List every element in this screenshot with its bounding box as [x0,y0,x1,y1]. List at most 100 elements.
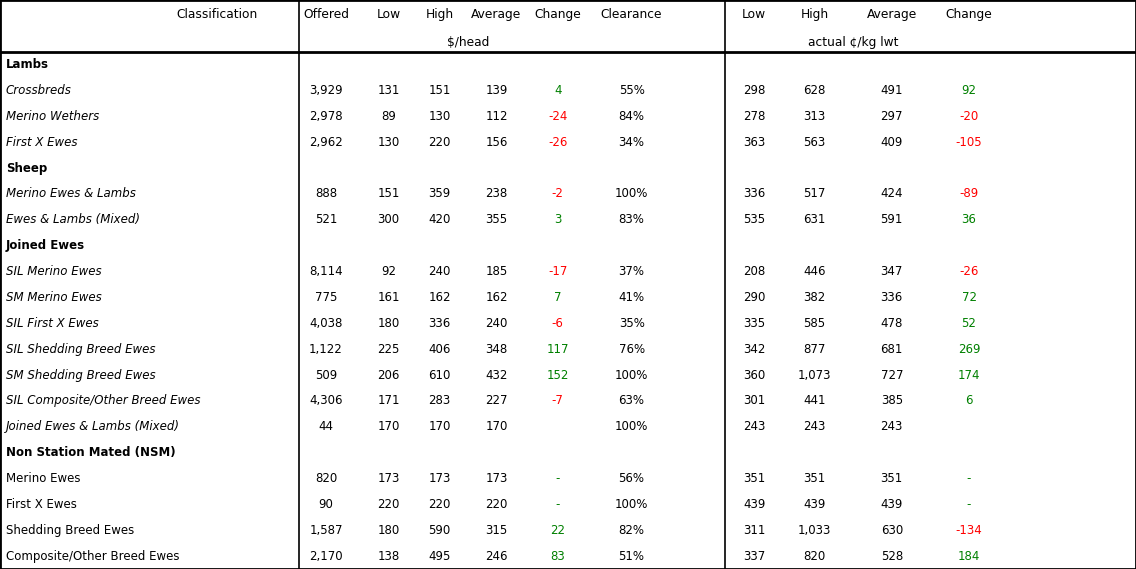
Text: 55%: 55% [619,84,644,97]
Text: 2,978: 2,978 [309,110,343,123]
Text: Classification: Classification [176,8,258,21]
Text: SIL First X Ewes: SIL First X Ewes [6,317,99,330]
Text: Non Station Mated (NSM): Non Station Mated (NSM) [6,446,175,459]
Text: 89: 89 [381,110,396,123]
Text: 439: 439 [743,498,766,511]
Text: 336: 336 [743,187,766,200]
Text: 52: 52 [961,317,977,330]
Text: 173: 173 [377,472,400,485]
Text: 220: 220 [428,136,451,149]
Text: 628: 628 [803,84,826,97]
Text: 631: 631 [803,213,826,226]
Text: 535: 535 [743,213,766,226]
Text: actual ¢/kg lwt: actual ¢/kg lwt [808,36,899,49]
Text: -7: -7 [552,394,563,407]
Text: 76%: 76% [619,343,644,356]
Text: 382: 382 [803,291,826,304]
Text: 184: 184 [958,550,980,563]
Text: 151: 151 [428,84,451,97]
Text: 100%: 100% [615,187,649,200]
Text: 174: 174 [958,369,980,382]
Text: Merino Wethers: Merino Wethers [6,110,99,123]
Text: 355: 355 [485,213,508,226]
Text: 206: 206 [377,369,400,382]
Text: 41%: 41% [619,291,644,304]
Text: Joined Ewes & Lambs (Mixed): Joined Ewes & Lambs (Mixed) [6,420,179,433]
Text: SIL Shedding Breed Ewes: SIL Shedding Breed Ewes [6,343,156,356]
Text: 180: 180 [377,523,400,537]
Text: Merino Ewes & Lambs: Merino Ewes & Lambs [6,187,135,200]
Text: 220: 220 [428,498,451,511]
Text: 360: 360 [743,369,766,382]
Text: 336: 336 [880,291,903,304]
Text: 100%: 100% [615,420,649,433]
Text: 446: 446 [803,265,826,278]
Text: 173: 173 [428,472,451,485]
Text: 131: 131 [377,84,400,97]
Text: 337: 337 [743,550,766,563]
Text: 92: 92 [381,265,396,278]
Text: 162: 162 [485,291,508,304]
Text: 173: 173 [485,472,508,485]
Text: 439: 439 [803,498,826,511]
Text: 34%: 34% [619,136,644,149]
Text: First X Ewes: First X Ewes [6,498,76,511]
Text: 139: 139 [485,84,508,97]
Text: 315: 315 [485,523,508,537]
Text: 775: 775 [315,291,337,304]
Text: 83%: 83% [619,213,644,226]
Text: 51%: 51% [619,550,644,563]
Text: 820: 820 [315,472,337,485]
Text: Sheep: Sheep [6,162,47,175]
Text: 297: 297 [880,110,903,123]
Text: SM Merino Ewes: SM Merino Ewes [6,291,101,304]
Text: 227: 227 [485,394,508,407]
Text: 409: 409 [880,136,903,149]
Text: 162: 162 [428,291,451,304]
Text: 424: 424 [880,187,903,200]
Text: 335: 335 [743,317,766,330]
Text: 4: 4 [554,84,561,97]
Text: 36: 36 [961,213,977,226]
Text: 4,306: 4,306 [309,394,343,407]
Text: 22: 22 [550,523,566,537]
Text: 37%: 37% [619,265,644,278]
Text: Joined Ewes: Joined Ewes [6,239,85,252]
Text: 100%: 100% [615,498,649,511]
Text: 1,587: 1,587 [309,523,343,537]
Text: 84%: 84% [619,110,644,123]
Text: -: - [556,498,560,511]
Text: 336: 336 [428,317,451,330]
Text: 8,114: 8,114 [309,265,343,278]
Text: 298: 298 [743,84,766,97]
Text: 406: 406 [428,343,451,356]
Text: 35%: 35% [619,317,644,330]
Text: SM Shedding Breed Ewes: SM Shedding Breed Ewes [6,369,156,382]
Text: 130: 130 [377,136,400,149]
Text: Clearance: Clearance [601,8,662,21]
Text: 591: 591 [880,213,903,226]
Text: 290: 290 [743,291,766,304]
Text: 151: 151 [377,187,400,200]
Text: 385: 385 [880,394,903,407]
Text: 220: 220 [485,498,508,511]
Text: -17: -17 [548,265,568,278]
Text: 82%: 82% [619,523,644,537]
Text: 351: 351 [743,472,766,485]
Text: 820: 820 [803,550,826,563]
Text: Average: Average [471,8,521,21]
Text: Crossbreds: Crossbreds [6,84,72,97]
Text: 100%: 100% [615,369,649,382]
Text: 590: 590 [428,523,451,537]
Text: 152: 152 [546,369,569,382]
Text: 238: 238 [485,187,508,200]
Text: 1,033: 1,033 [797,523,832,537]
Text: 351: 351 [880,472,903,485]
Text: 240: 240 [485,317,508,330]
Text: 83: 83 [551,550,565,563]
Text: -: - [556,472,560,485]
Text: 509: 509 [315,369,337,382]
Text: 156: 156 [485,136,508,149]
Text: 359: 359 [428,187,451,200]
Text: 170: 170 [428,420,451,433]
